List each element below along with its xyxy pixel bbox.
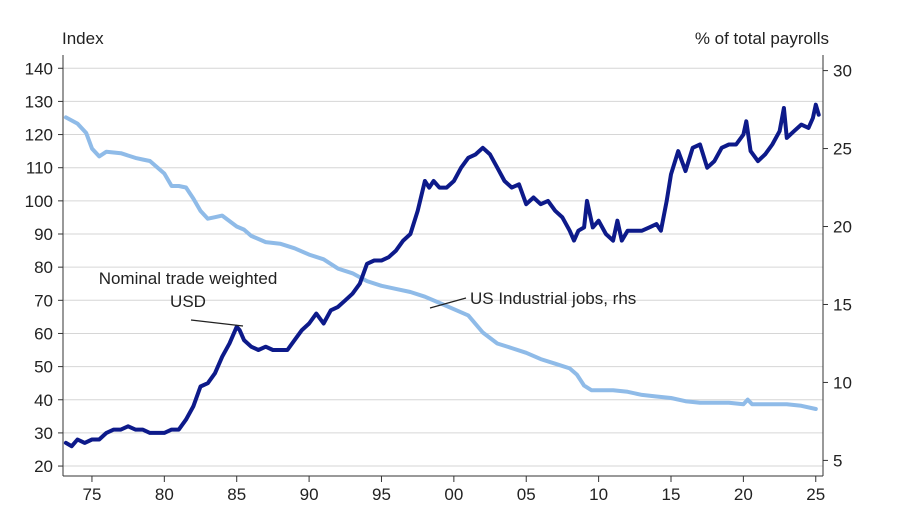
left-tick-label-40: 40 bbox=[34, 391, 53, 410]
left-axis-title: Index bbox=[62, 29, 104, 48]
left-tick-label-20: 20 bbox=[34, 457, 53, 476]
left-tick-label-90: 90 bbox=[34, 225, 53, 244]
x-tick-label-25: 25 bbox=[806, 485, 825, 504]
right-axis-ticks: 5 10 15 20 25 30 bbox=[823, 62, 852, 470]
annotation-usd-line1: Nominal trade weighted bbox=[99, 269, 278, 288]
right-axis-title: % of total payrolls bbox=[695, 29, 829, 48]
right-tick-label-10: 10 bbox=[833, 373, 852, 392]
left-tick-label-70: 70 bbox=[34, 291, 53, 310]
gridlines bbox=[63, 67, 823, 467]
right-tick-label-5: 5 bbox=[833, 451, 842, 470]
x-axis-ticks: 75 80 85 90 95 00 05 10 15 20 25 bbox=[82, 476, 825, 504]
left-tick-label-80: 80 bbox=[34, 258, 53, 277]
plot-frame bbox=[62, 55, 824, 477]
x-tick-label-95: 95 bbox=[372, 485, 391, 504]
x-tick-label-75: 75 bbox=[82, 485, 101, 504]
x-tick-label-20: 20 bbox=[734, 485, 753, 504]
x-tick-label-85: 85 bbox=[227, 485, 246, 504]
left-tick-label-60: 60 bbox=[34, 324, 53, 343]
left-tick-label-120: 120 bbox=[25, 126, 53, 145]
left-tick-label-140: 140 bbox=[25, 59, 53, 78]
right-tick-label-15: 15 bbox=[833, 295, 852, 314]
x-tick-label-80: 80 bbox=[155, 485, 174, 504]
annotations: Nominal trade weighted USD US Industrial… bbox=[99, 269, 636, 327]
right-tick-label-30: 30 bbox=[833, 62, 852, 81]
x-tick-label-15: 15 bbox=[662, 485, 681, 504]
series-line-trade-weighted-usd bbox=[63, 102, 821, 449]
x-tick-label-10: 10 bbox=[589, 485, 608, 504]
annotation-usd-line2: USD bbox=[170, 292, 206, 311]
left-tick-label-50: 50 bbox=[34, 358, 53, 377]
left-tick-label-30: 30 bbox=[34, 424, 53, 443]
right-tick-label-20: 20 bbox=[833, 218, 852, 237]
right-tick-label-25: 25 bbox=[833, 140, 852, 159]
annotation-jobs-label: US Industrial jobs, rhs bbox=[470, 289, 636, 308]
left-tick-label-100: 100 bbox=[25, 192, 53, 211]
annotation-jobs-leader bbox=[429, 297, 467, 309]
x-tick-label-00: 00 bbox=[444, 485, 463, 504]
left-tick-label-110: 110 bbox=[26, 159, 53, 178]
annotation-usd-leader bbox=[190, 319, 244, 327]
left-tick-label-130: 130 bbox=[25, 92, 53, 111]
x-tick-label-05: 05 bbox=[517, 485, 536, 504]
x-tick-label-90: 90 bbox=[300, 485, 319, 504]
left-axis-ticks: 20 30 40 50 60 70 80 90 100 110 120 130 140 bbox=[25, 59, 63, 476]
series-line-us-industrial-jobs bbox=[63, 115, 818, 411]
